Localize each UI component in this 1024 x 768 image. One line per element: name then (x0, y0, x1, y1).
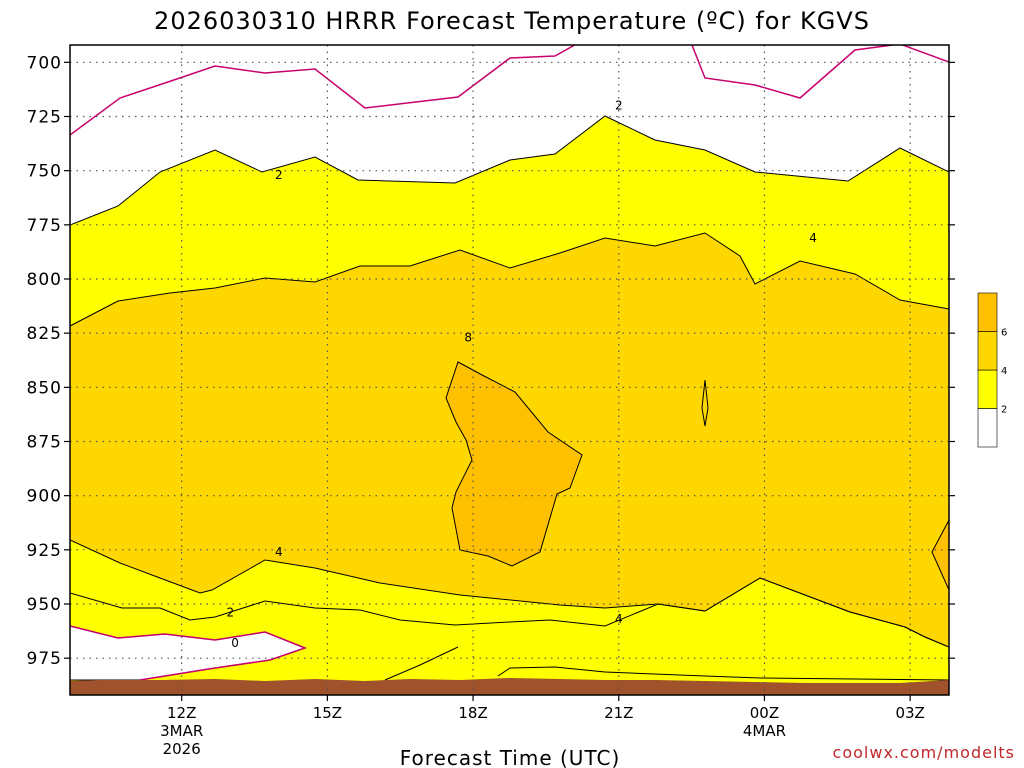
credit-text: coolwx.com/modelts (833, 743, 1015, 762)
contour-2-surface (384, 646, 459, 681)
colorbar-tick-label: 2 (1001, 405, 1007, 416)
y-tick-label: 925 (27, 541, 62, 561)
grid-lines (70, 45, 949, 695)
y-tick-label: 875 (27, 433, 62, 453)
plot-frame (69, 44, 950, 696)
y-tick-label: 775 (27, 216, 62, 236)
contour-label: 2 (226, 606, 234, 620)
contour-label: 4 (275, 545, 283, 559)
y-tick-label: 800 (27, 270, 62, 290)
contour-2-surface-b (497, 666, 949, 681)
contour-label: 2 (275, 168, 283, 182)
colorbar-bin (977, 369, 998, 409)
colorbar-tick-label: 4 (1001, 366, 1007, 377)
y-tick-label: 825 (27, 324, 62, 344)
x-tick-label: 15Z (313, 704, 342, 722)
y-tick-label: 850 (27, 378, 62, 398)
contour-label: 8 (464, 331, 472, 345)
colorbar: 2 4 6 (977, 292, 1007, 448)
x-tick-label: 03Z (895, 704, 924, 722)
contour-2-lower (70, 577, 949, 648)
x-tick-label: 12Z (167, 704, 196, 722)
region-6-8-edge (931, 519, 949, 591)
colorbar-tick-label: 6 (1001, 328, 1007, 339)
y-tick-label: 900 (27, 487, 62, 507)
x-tick-date: 4MAR (743, 722, 786, 740)
x-tick-date: 3MAR (160, 722, 203, 740)
region-6-8 (445, 361, 583, 567)
colorbar-bin (977, 331, 998, 371)
contour-label: 4 (615, 612, 623, 626)
x-tick-label: 18Z (458, 704, 487, 722)
chart-title: 2026030310 HRRR Forecast Temperature (ºC… (154, 7, 870, 35)
y-tick-label: 700 (27, 53, 62, 73)
contour-label: 2 (615, 99, 623, 113)
contour-label: 4 (809, 231, 817, 245)
y-tick-label: 725 (27, 108, 62, 128)
colorbar-bin (977, 408, 998, 448)
x-axis-label: Forecast Time (UTC) (400, 746, 621, 768)
colorbar-bin (977, 292, 998, 332)
contour-0-upper (70, 45, 949, 136)
y-axis: 700 725 750 775 800 825 850 875 900 925 950 975 (27, 53, 955, 669)
x-tick-year: 2026 (163, 740, 201, 758)
x-tick-label: 21Z (604, 704, 633, 722)
region-2-4-notch (70, 540, 949, 695)
y-tick-label: 950 (27, 595, 62, 615)
plot-area (70, 45, 949, 695)
contour-label: 0 (231, 636, 239, 650)
x-tick-label: 00Z (750, 704, 779, 722)
contour-0-lower (70, 625, 308, 681)
contour-4-upper (70, 232, 949, 327)
contour-labels: 2 2 4 8 4 2 0 4 (226, 99, 816, 650)
y-tick-label: 975 (27, 649, 62, 669)
contour-4-spike (701, 379, 709, 427)
ground (70, 678, 949, 695)
y-tick-label: 750 (27, 162, 62, 182)
contour-2-upper (70, 115, 949, 226)
